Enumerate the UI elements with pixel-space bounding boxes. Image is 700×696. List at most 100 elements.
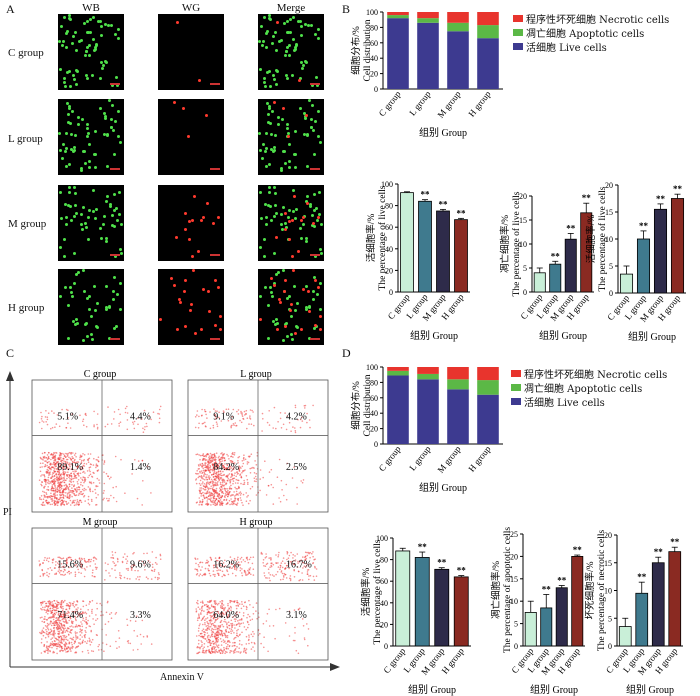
event-dot (202, 649, 204, 652)
column-header-merge: Merge (276, 2, 306, 14)
event-dot (232, 482, 234, 485)
event-dot (63, 625, 66, 627)
event-dot (225, 635, 228, 637)
event-dot (199, 647, 201, 650)
event-dot (237, 413, 240, 415)
event-dot (198, 504, 200, 506)
dead-cell-dot (214, 324, 218, 328)
event-dot (218, 557, 220, 560)
event-dot (65, 492, 67, 494)
event-dot (120, 575, 122, 577)
event-dot (243, 483, 246, 485)
event-dot (217, 638, 219, 641)
event-dot (110, 617, 113, 619)
event-dot (119, 413, 121, 416)
event-dot (249, 604, 251, 606)
event-dot (62, 620, 65, 623)
quadrant-percent-ll: 89.1% (57, 462, 83, 473)
event-dot (234, 563, 237, 566)
event-dot (85, 618, 87, 621)
event-dot (77, 504, 80, 506)
event-dot (56, 468, 59, 471)
live-cell-dot (304, 23, 308, 27)
event-dot (209, 625, 212, 628)
event-dot (126, 562, 128, 565)
event-dot (305, 562, 307, 565)
event-dot (214, 414, 216, 417)
event-dot (263, 646, 265, 649)
event-dot (204, 573, 207, 576)
event-dot (201, 607, 203, 609)
y-tick-label: 20 (605, 181, 613, 190)
event-dot (195, 568, 198, 571)
dead-cell-dot (219, 327, 223, 331)
y-axis-label: 活细胞率/% (365, 214, 377, 263)
event-dot (74, 471, 76, 473)
live-cell-dot (311, 290, 315, 294)
event-dot (260, 552, 263, 555)
event-dot (39, 496, 41, 499)
y-tick-label: 5 (523, 264, 527, 273)
event-dot (210, 559, 213, 561)
event-dot (223, 457, 226, 460)
event-dot (241, 413, 243, 416)
event-dot (206, 613, 208, 616)
event-dot (58, 458, 60, 460)
event-dot (114, 551, 117, 554)
event-dot (249, 472, 252, 474)
event-dot (230, 632, 232, 635)
event-dot (59, 486, 62, 489)
event-dot (233, 618, 236, 620)
event-dot (286, 553, 289, 555)
event-dot (117, 408, 120, 411)
event-dot (73, 606, 76, 608)
event-dot (220, 461, 222, 463)
event-dot (231, 460, 234, 463)
event-dot (312, 551, 314, 553)
event-dot (208, 606, 210, 609)
event-dot (228, 567, 231, 570)
event-dot (272, 625, 275, 627)
event-dot (53, 567, 56, 569)
event-dot (266, 613, 269, 615)
live-cell-dot (73, 322, 77, 326)
event-dot (46, 622, 49, 625)
event-dot (76, 566, 79, 568)
event-dot (83, 575, 86, 578)
event-dot (60, 452, 62, 455)
event-dot (294, 406, 297, 409)
event-dot (209, 493, 212, 495)
event-dot (264, 557, 267, 559)
live-cell-dot (288, 208, 292, 212)
live-cell-dot (70, 294, 74, 298)
event-dot (198, 422, 200, 425)
live-cell-dot (64, 203, 68, 207)
event-dot (233, 624, 235, 626)
event-dot (73, 642, 76, 645)
event-dot (199, 492, 201, 495)
event-dot (237, 459, 239, 462)
dead-cell-dot (284, 228, 288, 232)
event-dot (52, 493, 55, 496)
event-dot (230, 650, 233, 652)
event-dot (235, 618, 237, 620)
event-dot (78, 558, 81, 560)
event-dot (85, 561, 88, 563)
event-dot (48, 472, 50, 475)
live-cell-dot (78, 39, 82, 43)
event-dot (63, 568, 66, 571)
event-dot (110, 476, 112, 479)
event-dot (238, 647, 240, 649)
event-dot (229, 605, 232, 608)
event-dot (56, 616, 58, 619)
dead-cell-dot (186, 135, 190, 139)
event-dot (203, 488, 206, 491)
event-dot (72, 626, 74, 628)
event-dot (204, 631, 206, 634)
event-dot (240, 499, 242, 501)
event-dot (199, 632, 202, 635)
event-dot (67, 463, 70, 466)
event-dot (106, 423, 109, 426)
event-dot (267, 650, 269, 653)
event-dot (53, 483, 55, 486)
